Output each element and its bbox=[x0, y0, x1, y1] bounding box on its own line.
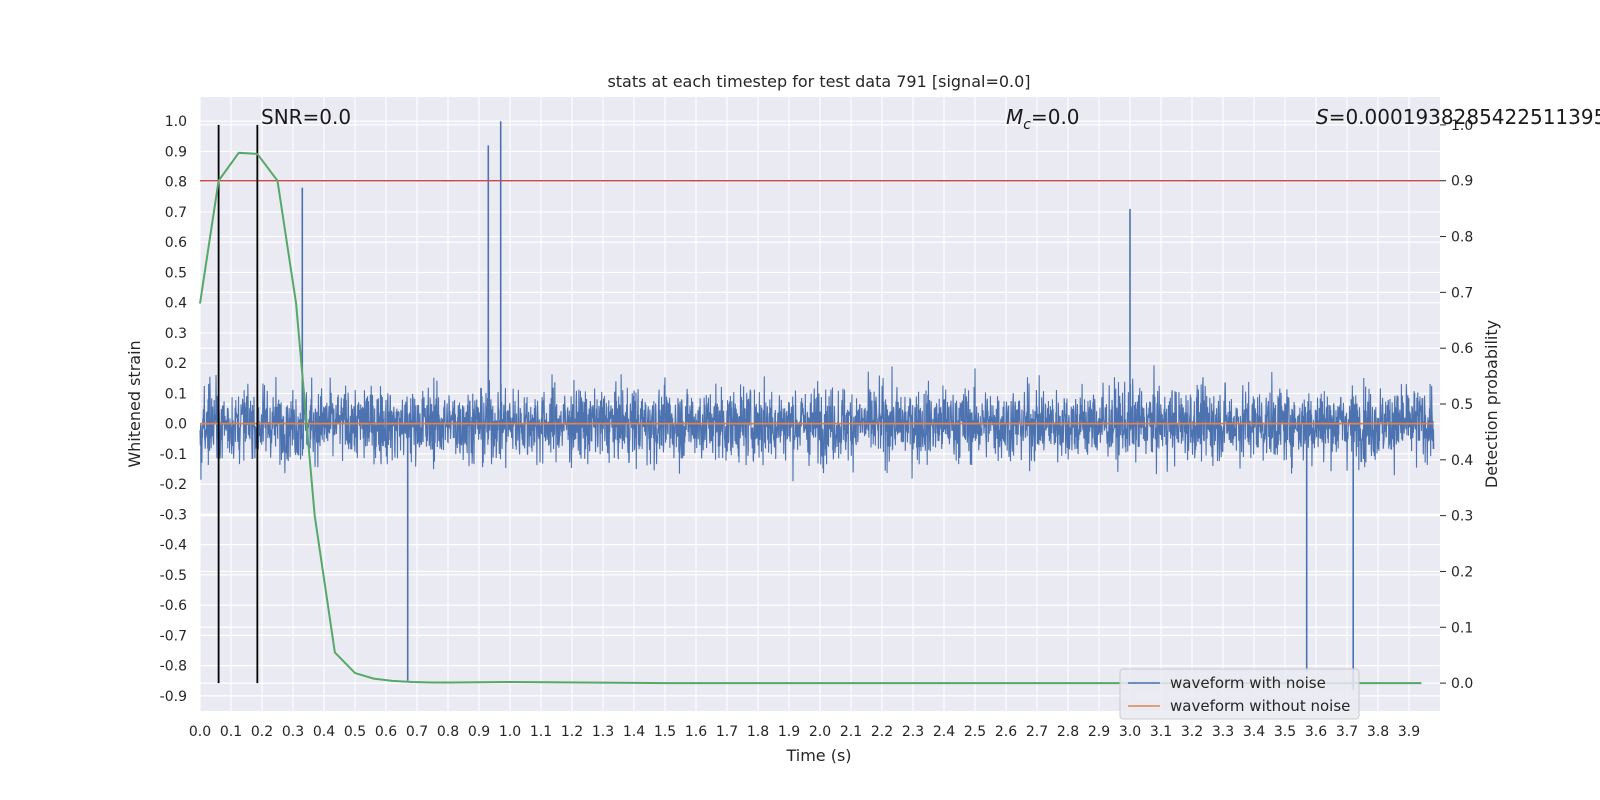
x-tick-label: 3.4 bbox=[1243, 724, 1265, 740]
y2-tick-label: 0.7 bbox=[1451, 285, 1473, 301]
x-tick-label: 1.5 bbox=[654, 724, 676, 740]
x-tick-label: 1.8 bbox=[747, 724, 769, 740]
y-tick-label: 0.9 bbox=[165, 144, 187, 160]
annotation-mc-value: =0.0 bbox=[1031, 105, 1080, 129]
annotation-s-value: =0.00019382854225113953 bbox=[1329, 105, 1600, 129]
legend-label-with-noise: waveform with noise bbox=[1170, 674, 1326, 692]
y2-axis-title: Detection probability bbox=[1482, 320, 1501, 488]
y-tick-label: 0.7 bbox=[165, 205, 187, 221]
y2-tick-label: 0.3 bbox=[1451, 509, 1473, 525]
y2-tick-label: 0.1 bbox=[1451, 620, 1473, 636]
y2-tick-label: 0.6 bbox=[1451, 341, 1473, 357]
y2-tick-label: 0.8 bbox=[1451, 230, 1473, 246]
annotation-snr: SNR=0.0 bbox=[261, 105, 351, 129]
x-tick-label: 3.2 bbox=[1181, 724, 1203, 740]
annotation-mc-symbol: M bbox=[1006, 105, 1023, 129]
x-tick-label: 1.1 bbox=[530, 724, 552, 740]
y-tick-label: -0.1 bbox=[160, 447, 187, 463]
annotation-chirp-mass: Mc=0.0 bbox=[1006, 105, 1080, 133]
x-tick-label: 3.1 bbox=[1150, 724, 1172, 740]
x-tick-label: 0.9 bbox=[468, 724, 490, 740]
x-axis-title: Time (s) bbox=[785, 746, 851, 765]
y-tick-label: -0.4 bbox=[160, 538, 187, 554]
x-tick-label: 2.0 bbox=[809, 724, 831, 740]
y-tick-label: 0.4 bbox=[165, 296, 187, 312]
y-tick-label: 0.5 bbox=[165, 265, 187, 281]
y2-tick-label: 1.0 bbox=[1451, 118, 1473, 134]
y-tick-label: -0.5 bbox=[160, 568, 187, 584]
x-tick-label: 0.7 bbox=[406, 724, 428, 740]
y2-tick-label: 0.2 bbox=[1451, 564, 1473, 580]
x-tick-label: 0.4 bbox=[313, 724, 335, 740]
series-lines bbox=[199, 124, 1440, 685]
legend: waveform with noise waveform without noi… bbox=[1119, 668, 1360, 720]
x-tick-label: 3.6 bbox=[1305, 724, 1327, 740]
y2-tick-label: 0.5 bbox=[1451, 397, 1473, 413]
y-tick-label: 0.8 bbox=[165, 175, 187, 191]
y-tick-label: 0.0 bbox=[165, 417, 187, 433]
x-tick-label: 3.3 bbox=[1212, 724, 1234, 740]
x-tick-label: 3.8 bbox=[1367, 724, 1389, 740]
annotation-mc-subscript: c bbox=[1023, 117, 1031, 133]
annotation-s: S=0.00019382854225113953 bbox=[1316, 105, 1600, 129]
x-tick-label: 1.3 bbox=[592, 724, 614, 740]
y-tick-label: -0.2 bbox=[160, 477, 187, 493]
tick-labels: 0.0 0.1 0.2 0.3 0.4 0.5 0.6 0.7 0.8 0.9 1.0 1.1 1.2 1… bbox=[160, 114, 1474, 740]
x-tick-label: 3.5 bbox=[1274, 724, 1296, 740]
x-tick-label: 2.2 bbox=[871, 724, 893, 740]
y-tick-label: -0.8 bbox=[160, 659, 187, 675]
y-tick-label: -0.3 bbox=[160, 507, 187, 523]
x-tick-label: 0.8 bbox=[437, 724, 459, 740]
y2-tick-label: 0.4 bbox=[1451, 453, 1473, 469]
x-tick-label: 0.6 bbox=[375, 724, 397, 740]
x-tick-label: 3.0 bbox=[1119, 724, 1141, 740]
x-tick-label: 2.5 bbox=[964, 724, 986, 740]
x-tick-label: 2.1 bbox=[840, 724, 862, 740]
y-tick-label: -0.6 bbox=[160, 598, 187, 614]
x-tick-label: 3.9 bbox=[1398, 724, 1420, 740]
grid bbox=[199, 97, 1440, 711]
x-tick-label: 1.9 bbox=[778, 724, 800, 740]
legend-box bbox=[1119, 668, 1360, 720]
x-tick-label: 2.7 bbox=[1026, 724, 1048, 740]
x-tick-label: 2.4 bbox=[933, 724, 955, 740]
x-tick-label: 2.9 bbox=[1088, 724, 1110, 740]
y2-tick-label: 0.0 bbox=[1451, 676, 1473, 692]
y2-tick-label: 0.9 bbox=[1451, 174, 1473, 190]
x-tick-label: 0.5 bbox=[344, 724, 366, 740]
y-axis-title: Whitened strain bbox=[125, 340, 144, 467]
x-tick-label: 3.7 bbox=[1336, 724, 1358, 740]
annotation-s-symbol: S bbox=[1316, 105, 1329, 129]
y-tick-label: 0.3 bbox=[165, 326, 187, 342]
x-tick-label: 1.0 bbox=[499, 724, 521, 740]
x-tick-label: 2.6 bbox=[995, 724, 1017, 740]
y-tick-label: 0.1 bbox=[165, 386, 187, 402]
y-tick-label: -0.7 bbox=[160, 628, 187, 644]
x-tick-label: 1.6 bbox=[685, 724, 707, 740]
x-tick-label: 1.2 bbox=[561, 724, 583, 740]
chart-title: stats at each timestep for test data 791… bbox=[607, 72, 1030, 91]
legend-label-without-noise: waveform without noise bbox=[1170, 697, 1350, 715]
y-tick-label: 0.6 bbox=[165, 235, 187, 251]
x-tick-label: 0.0 bbox=[189, 724, 211, 740]
series-line-waveform-with-noise bbox=[199, 365, 1435, 482]
x-tick-label: 1.4 bbox=[623, 724, 645, 740]
x-tick-label: 2.3 bbox=[902, 724, 924, 740]
series-line-detection-probability bbox=[199, 151, 1422, 685]
x-tick-label: 2.8 bbox=[1057, 724, 1079, 740]
x-tick-label: 0.3 bbox=[282, 724, 304, 740]
x-tick-label: 0.2 bbox=[251, 724, 273, 740]
y-tick-label: 0.2 bbox=[165, 356, 187, 372]
x-tick-label: 1.7 bbox=[716, 724, 738, 740]
y-tick-label: -0.9 bbox=[160, 689, 187, 705]
y-tick-label: 1.0 bbox=[165, 114, 187, 130]
x-tick-label: 0.1 bbox=[220, 724, 242, 740]
